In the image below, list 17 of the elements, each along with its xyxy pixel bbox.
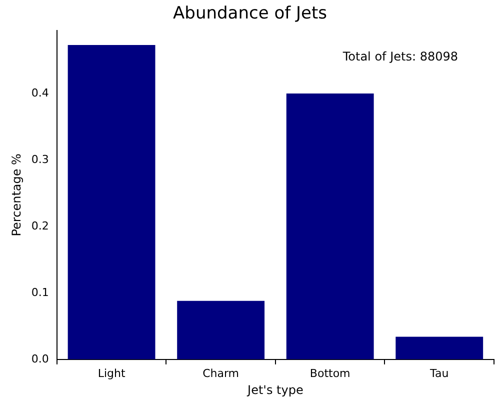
y-tick-label: 0.4: [31, 86, 49, 100]
x-tick-label: Bottom: [310, 366, 350, 380]
y-tick-label: 0.0: [31, 352, 49, 366]
x-axis-title: Jet's type: [246, 382, 304, 397]
y-tick-label: 0.3: [31, 152, 49, 166]
x-tick-label: Light: [98, 366, 126, 380]
y-tick-label: 0.2: [31, 219, 49, 232]
x-tick-label: Tau: [429, 366, 449, 380]
x-tick-label: Charm: [202, 366, 240, 380]
y-axis-title: Percentage %: [9, 154, 24, 236]
bar: [396, 336, 484, 360]
annotation: Total of Jets: 88098: [342, 50, 458, 64]
bar: [68, 45, 156, 360]
y-tick-label: 0.1: [31, 286, 49, 299]
bar: [286, 94, 374, 360]
chart-title: Abundance of Jets: [173, 4, 328, 24]
bar: [177, 300, 265, 360]
